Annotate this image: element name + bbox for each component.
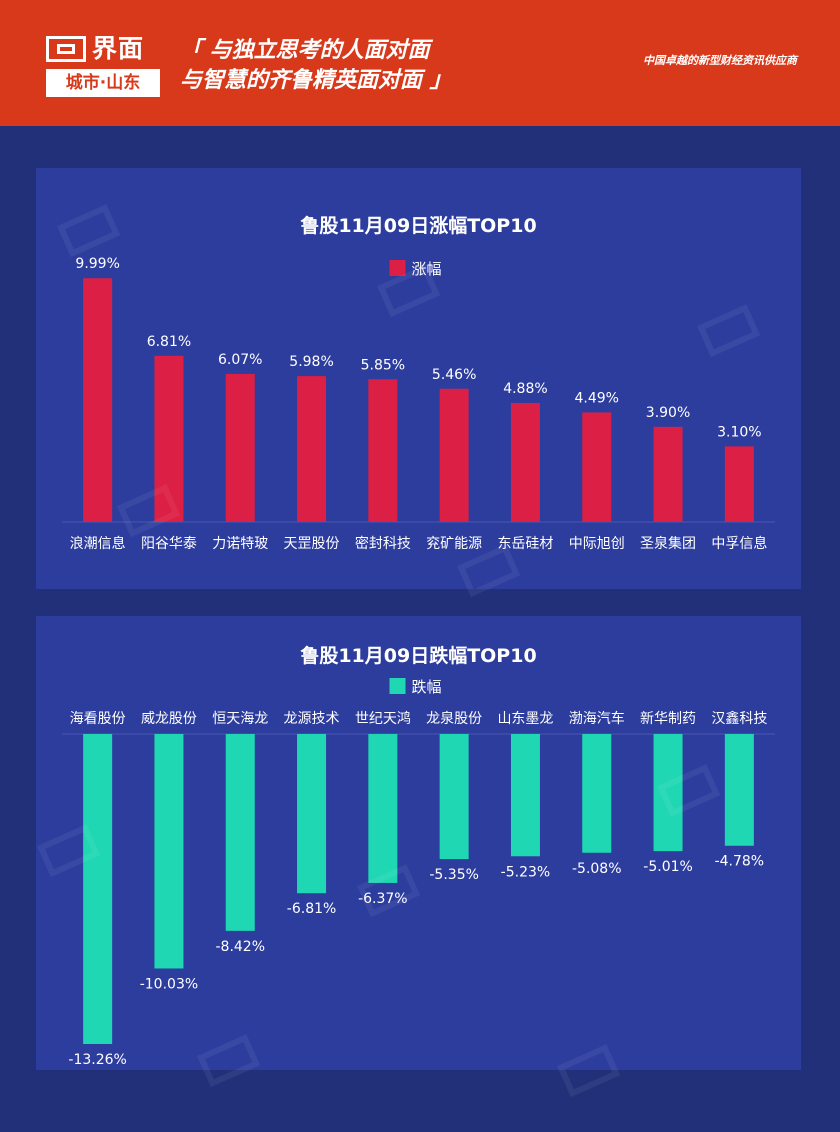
data-label: 6.81% (147, 334, 191, 350)
data-label: -5.01% (643, 859, 693, 875)
slogan-line-1: 「 与独立思考的人面对面 (180, 38, 430, 63)
logo-mark-icon (46, 36, 86, 62)
category-label: 世纪天鸿 (355, 710, 411, 727)
data-label: -5.23% (501, 864, 551, 880)
bar (83, 278, 113, 522)
category-label: 阳谷华泰 (141, 536, 197, 552)
data-label: -4.78% (715, 854, 765, 870)
category-label: 山东墨龙 (497, 711, 553, 727)
data-label: -5.08% (572, 861, 622, 877)
category-label: 力诺特玻 (212, 536, 268, 552)
data-label: -10.03% (140, 976, 198, 992)
bar (653, 426, 683, 522)
category-label: 龙源技术 (284, 711, 340, 727)
logo-sub-text: 城市·山东 (46, 69, 160, 97)
bar (510, 402, 540, 522)
data-label: 4.49% (575, 390, 619, 406)
legend-label: 跌幅 (412, 678, 442, 696)
category-label: 中孚信息 (711, 535, 767, 552)
bar (368, 734, 398, 883)
category-label: 恒天海龙 (212, 711, 268, 727)
bar (582, 734, 612, 853)
category-label: 浪潮信息 (70, 535, 126, 552)
bar (225, 734, 255, 931)
data-label: 6.07% (218, 352, 262, 368)
data-label: -6.37% (358, 891, 408, 907)
category-label: 密封科技 (355, 535, 411, 552)
header-banner: 界面 城市·山东 「 与独立思考的人面对面 与智慧的齐鲁精英面对面 」 中国卓越… (0, 0, 840, 126)
data-label: 5.46% (432, 367, 476, 383)
category-label: 海看股份 (70, 711, 126, 727)
bar (439, 388, 469, 522)
bar (225, 373, 255, 522)
bar (439, 734, 469, 860)
bar (724, 446, 754, 522)
losers-chart-panel: 鲁股11月09日跌幅TOP10 跌幅海看股份 -13.26% 威龙股份 -10.03% 恒… (36, 616, 801, 1070)
gainers-chart-panel: 鲁股11月09日涨幅TOP10 涨幅 9.99% 浪潮信息 6.81% 阳谷华泰 6.07%… (36, 168, 801, 589)
category-label: 兖矿能源 (426, 536, 482, 552)
category-label: 汉鑫科技 (711, 710, 767, 727)
gainers-chart: 鲁股11月09日涨幅TOP10 涨幅 9.99% 浪潮信息 6.81% 阳谷华泰 6.07%… (62, 214, 775, 552)
data-label: -5.35% (429, 867, 479, 883)
legend-swatch (389, 678, 406, 694)
bar (297, 376, 327, 522)
bar (368, 379, 398, 522)
data-label: -8.42% (215, 939, 265, 955)
category-label: 新华制药 (640, 711, 696, 727)
slogan-line-2: 与智慧的齐鲁精英面对面 」 (180, 68, 452, 93)
category-label: 威龙股份 (141, 711, 197, 727)
category-label: 中际旭创 (569, 536, 625, 552)
bar (154, 355, 184, 522)
logo-main-text: 界面 (92, 34, 145, 63)
category-label: 天罡股份 (284, 536, 340, 552)
category-label: 渤海汽车 (569, 710, 625, 727)
legend-swatch (389, 260, 406, 276)
data-label: 3.90% (646, 405, 690, 421)
slogan: 「 与独立思考的人面对面 与智慧的齐鲁精英面对面 」 (180, 36, 452, 96)
data-label: 4.88% (503, 381, 547, 397)
data-label: -6.81% (287, 901, 337, 917)
bar (297, 734, 327, 894)
data-label: -13.26% (68, 1052, 126, 1068)
category-label: 龙泉股份 (426, 710, 482, 727)
chart-title: 鲁股11月09日跌幅TOP10 (299, 644, 536, 667)
bar (653, 734, 683, 852)
bar (582, 412, 612, 522)
bar (154, 734, 184, 969)
data-label: 5.98% (289, 354, 333, 370)
bar (510, 734, 540, 857)
bar (724, 734, 754, 846)
logo-top: 界面 (46, 33, 160, 65)
bar (83, 734, 113, 1044)
legend-label: 涨幅 (412, 260, 442, 278)
category-label: 东岳硅材 (497, 536, 553, 552)
data-label: 9.99% (75, 256, 119, 272)
data-label: 5.85% (361, 357, 405, 373)
data-label: 3.10% (717, 424, 761, 440)
category-label: 圣泉集团 (640, 535, 696, 552)
brand-logo[interactable]: 界面 城市·山东 (46, 33, 160, 97)
tagline: 中国卓越的新型财经资讯供应商 (643, 54, 797, 67)
chart-title: 鲁股11月09日涨幅TOP10 (299, 214, 536, 237)
